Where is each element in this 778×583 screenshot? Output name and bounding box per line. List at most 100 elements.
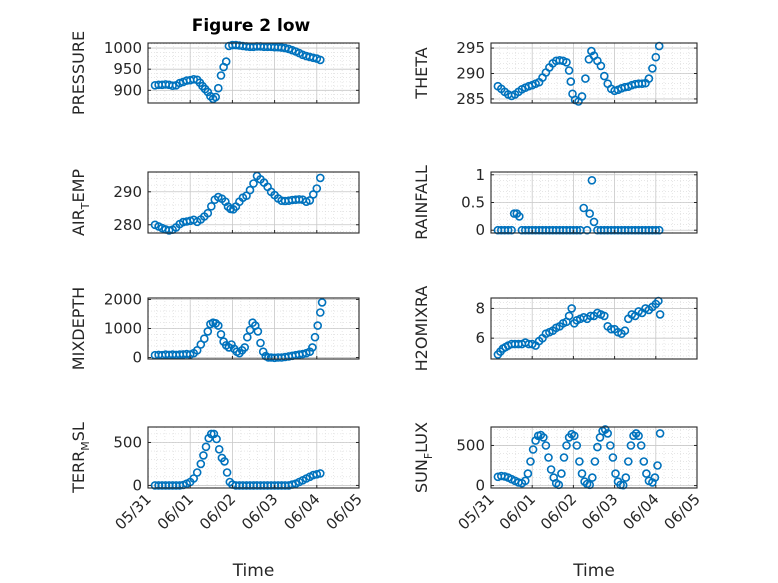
y-label-subscript: T — [79, 202, 92, 210]
data-point-48 — [648, 64, 657, 73]
axes-box — [147, 426, 360, 489]
data-point-15 — [199, 451, 208, 460]
y-tick-label-2: 500 — [456, 436, 485, 454]
y-tick-label-2: 290 — [113, 183, 142, 201]
data-point-55 — [315, 308, 325, 317]
data-point-16 — [201, 442, 211, 452]
data-point-18 — [207, 429, 216, 439]
data-point-33 — [596, 61, 606, 71]
y-tick-label-1: 0 — [475, 221, 485, 239]
data-point-23 — [564, 311, 574, 321]
y-tick-label-2: 950 — [113, 60, 142, 78]
data-point-37 — [258, 347, 268, 357]
data-point-50 — [626, 441, 636, 450]
y-tick-label-3: 1000 — [104, 39, 142, 57]
y-label-subscript: F — [422, 453, 435, 459]
y-tick-label-1: 900 — [113, 81, 142, 99]
data-point-51 — [305, 347, 315, 357]
data-point-54 — [313, 321, 323, 330]
data-point-31 — [243, 332, 252, 342]
data-point-17 — [207, 202, 216, 211]
data-point-36 — [590, 457, 600, 466]
data-point-51 — [315, 55, 325, 65]
data-point-36 — [256, 338, 265, 348]
data-point-22 — [216, 71, 226, 80]
y-tick-label-3: 295 — [456, 39, 485, 57]
data-point-20 — [211, 92, 220, 102]
y-tick-label-1: 6 — [475, 329, 485, 347]
data-point-44 — [611, 469, 620, 478]
data-series — [150, 298, 327, 363]
data-point-21 — [214, 444, 224, 454]
data-series — [493, 176, 664, 235]
y-tick-label-2: 0.5 — [461, 194, 485, 212]
data-point-61 — [655, 429, 665, 438]
x-tick-label-4: 06/03 — [238, 490, 281, 533]
data-point-45 — [637, 79, 647, 88]
data-point-60 — [653, 461, 662, 470]
data-point-30 — [249, 179, 258, 188]
data-point-52 — [308, 343, 317, 352]
y-tick-label-2: 8 — [475, 299, 485, 317]
data-point-34 — [599, 71, 609, 81]
data-point-49 — [623, 457, 633, 466]
axes-box — [490, 426, 698, 489]
data-point-32 — [245, 325, 255, 335]
subplot-3: 280 290 AIRTEMP — [69, 169, 360, 236]
data-point-47 — [618, 480, 628, 490]
data-point-21 — [562, 57, 571, 67]
data-point-6 — [168, 81, 177, 90]
data-point-4 — [503, 225, 513, 235]
axes-box — [147, 42, 360, 104]
y-tick-label-1: 0 — [132, 349, 142, 367]
data-point-29 — [585, 209, 595, 218]
data-point-48 — [312, 184, 322, 193]
x-tick-label-6: 06/05 — [661, 490, 704, 533]
data-point-25 — [562, 441, 571, 450]
data-point-5 — [164, 226, 174, 235]
y-axis-label: AIRTEMP — [69, 169, 92, 236]
data-point-47 — [644, 74, 654, 83]
data-point-23 — [566, 77, 576, 86]
data-point-22 — [564, 66, 574, 75]
data-point-34 — [599, 311, 609, 321]
y-tick-label-2: 500 — [113, 433, 142, 451]
data-point-12 — [528, 445, 538, 454]
data-point-18 — [544, 453, 553, 462]
y-axis-label: THETA — [412, 47, 431, 99]
data-point-23 — [220, 457, 229, 466]
data-point-53 — [310, 332, 320, 342]
data-point-24 — [222, 468, 232, 477]
data-point-21 — [216, 329, 226, 339]
data-point-49 — [315, 173, 325, 183]
x-tick-label-5: 06/04 — [619, 490, 662, 533]
data-point-14 — [196, 459, 206, 469]
data-point-10 — [523, 469, 533, 478]
subplot-2: 285 290 295 THETA — [412, 39, 698, 108]
x-axis-label: Time — [572, 561, 615, 581]
data-point-35 — [587, 473, 597, 482]
data-point-24 — [567, 304, 577, 313]
data-point-53 — [634, 431, 643, 441]
plot-area — [148, 427, 359, 488]
x-tick-label-1: 05/31 — [455, 490, 498, 533]
y-axis-label: RAINFALL — [412, 165, 431, 240]
y-axis-label: H2OMIXRA — [412, 286, 431, 372]
x-tick-label-3: 06/02 — [196, 490, 239, 533]
y-axis-label: MIXDEPTH — [69, 287, 88, 370]
data-point-24 — [559, 453, 569, 462]
x-tick-label-3: 06/02 — [537, 490, 580, 533]
data-point-12 — [189, 75, 198, 84]
x-tick-label-1: 05/31 — [112, 490, 155, 533]
y-label-part: SL — [69, 422, 88, 441]
data-point-48 — [621, 473, 631, 482]
data-point-29 — [245, 185, 255, 195]
data-point-54 — [636, 441, 646, 450]
data-point-35 — [253, 327, 263, 336]
data-point-19 — [546, 465, 556, 474]
data-point-15 — [200, 334, 209, 344]
data-point-20 — [214, 321, 223, 330]
